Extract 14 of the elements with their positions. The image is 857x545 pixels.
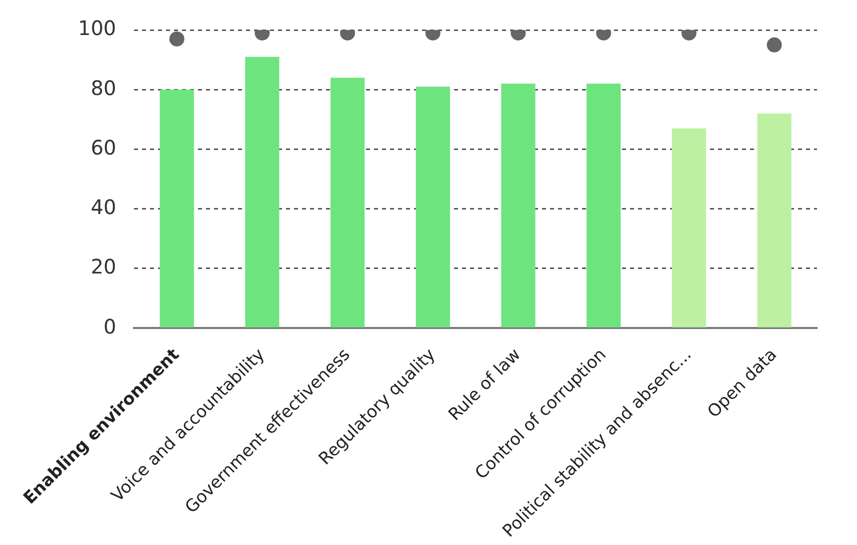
bar [416,86,450,328]
y-tick-label: 100 [78,16,116,40]
y-tick-label: 0 [103,314,116,338]
bar [757,113,792,328]
bar [245,56,280,328]
bar [160,90,194,328]
bar [330,78,365,328]
bar [586,84,621,328]
y-tick-label: 80 [90,76,116,100]
bar [672,128,706,328]
y-tick-label: 60 [90,135,116,160]
y-tick-label: 40 [90,195,116,220]
y-tick-label: 20 [90,254,116,279]
bar [501,84,536,328]
